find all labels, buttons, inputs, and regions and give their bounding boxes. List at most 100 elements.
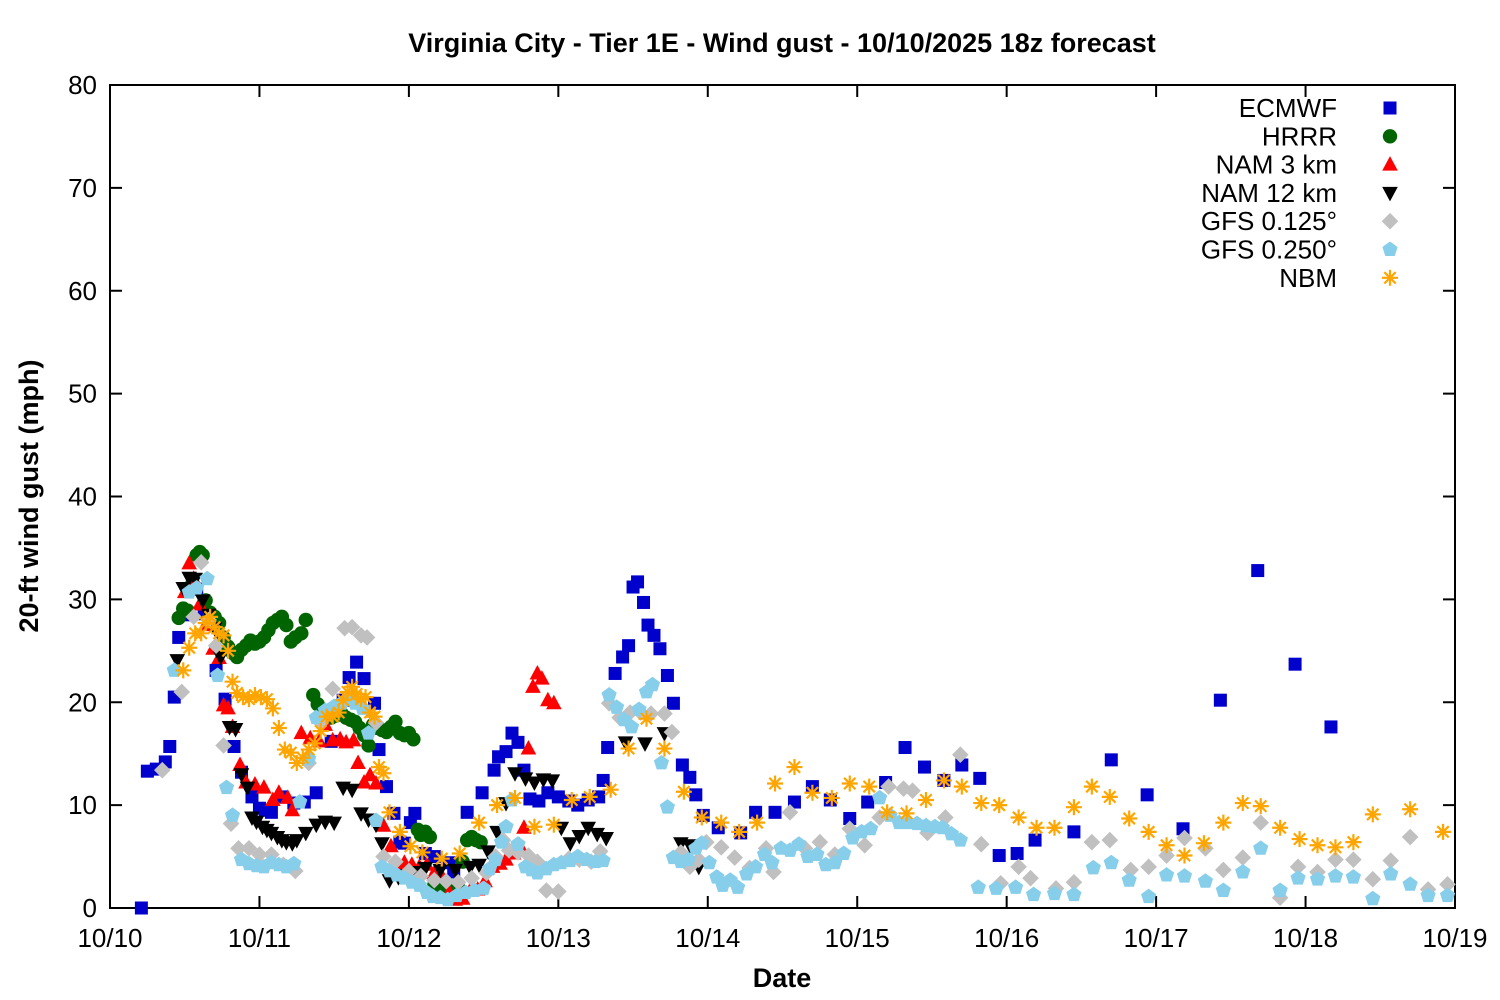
asterisk-stroke bbox=[359, 690, 373, 704]
asterisk-stroke bbox=[937, 773, 951, 787]
data-point bbox=[1083, 778, 1100, 795]
x-tick-label: 10/16 bbox=[974, 923, 1039, 953]
data-point bbox=[1008, 879, 1024, 894]
data-point bbox=[551, 790, 565, 804]
data-point bbox=[286, 855, 302, 871]
y-tick-label: 60 bbox=[68, 276, 97, 306]
asterisk-stroke bbox=[272, 721, 286, 735]
data-point bbox=[1290, 870, 1306, 885]
data-point bbox=[616, 650, 630, 664]
data-point bbox=[154, 761, 171, 779]
y-tick-label: 80 bbox=[68, 70, 97, 100]
data-point bbox=[786, 759, 803, 776]
chart-title: Virginia City - Tier 1E - Wind gust - 10… bbox=[408, 28, 1156, 58]
data-point bbox=[1235, 863, 1251, 879]
data-point bbox=[526, 776, 543, 791]
asterisk-stroke bbox=[248, 688, 262, 702]
data-point bbox=[592, 790, 606, 804]
asterisk-stroke bbox=[236, 690, 250, 704]
data-point bbox=[1158, 847, 1175, 864]
asterisk-stroke bbox=[527, 820, 541, 834]
asterisk-stroke bbox=[368, 710, 381, 724]
data-point bbox=[1234, 795, 1251, 812]
data-point bbox=[1010, 809, 1027, 826]
asterisk-stroke bbox=[787, 760, 801, 774]
data-point bbox=[487, 763, 501, 777]
data-point bbox=[134, 901, 148, 915]
data-point bbox=[187, 572, 203, 588]
asterisk-stroke bbox=[415, 845, 429, 859]
data-point bbox=[841, 775, 858, 792]
data-point bbox=[422, 829, 438, 845]
data-point bbox=[475, 786, 489, 800]
data-point bbox=[620, 740, 637, 757]
x-tick-label: 10/17 bbox=[1124, 923, 1189, 953]
data-point bbox=[972, 835, 990, 853]
data-point bbox=[1158, 867, 1175, 882]
data-point bbox=[1309, 871, 1326, 886]
data-point bbox=[1272, 882, 1288, 897]
data-point bbox=[437, 872, 455, 890]
data-point bbox=[1215, 861, 1232, 879]
asterisk-stroke bbox=[1273, 821, 1287, 835]
data-point bbox=[357, 672, 371, 686]
asterisk-stroke bbox=[203, 610, 217, 624]
data-point bbox=[546, 694, 562, 710]
data-point bbox=[992, 849, 1006, 863]
data-point bbox=[601, 687, 617, 702]
data-point bbox=[637, 737, 653, 752]
data-point bbox=[1382, 156, 1398, 171]
series-gfs-0-250- bbox=[166, 570, 1456, 907]
data-point bbox=[1364, 870, 1382, 888]
data-point bbox=[1364, 806, 1381, 823]
data-point bbox=[1010, 858, 1027, 876]
data-point bbox=[388, 714, 403, 729]
data-point bbox=[1345, 834, 1362, 851]
data-point bbox=[1309, 837, 1326, 854]
data-point bbox=[1327, 868, 1344, 883]
legend-label: NAM 12 km bbox=[1201, 178, 1337, 208]
data-point bbox=[823, 789, 840, 806]
data-point bbox=[675, 783, 692, 800]
data-point bbox=[192, 554, 210, 571]
data-point bbox=[471, 814, 488, 831]
x-tick-label: 10/12 bbox=[376, 923, 441, 953]
data-point bbox=[730, 879, 746, 894]
data-point bbox=[534, 670, 550, 685]
data-point bbox=[1402, 801, 1419, 818]
data-point bbox=[609, 699, 625, 714]
asterisk-stroke bbox=[508, 791, 522, 805]
data-point bbox=[1104, 753, 1118, 767]
data-point bbox=[571, 829, 588, 845]
data-point bbox=[1141, 888, 1157, 904]
legend-label: GFS 0.250° bbox=[1201, 235, 1337, 265]
data-point bbox=[1383, 866, 1399, 881]
data-point bbox=[172, 630, 186, 644]
data-point bbox=[595, 852, 611, 868]
data-point bbox=[227, 722, 244, 738]
data-point bbox=[280, 789, 296, 804]
data-point bbox=[622, 639, 636, 653]
data-point bbox=[1382, 129, 1398, 144]
data-point bbox=[517, 772, 534, 787]
data-point bbox=[412, 867, 430, 885]
data-point bbox=[581, 788, 598, 805]
asterisk-stroke bbox=[825, 791, 839, 805]
data-point bbox=[1121, 872, 1137, 887]
data-point bbox=[1252, 798, 1269, 815]
data-point bbox=[631, 575, 645, 589]
data-point bbox=[181, 639, 198, 656]
asterisk-stroke bbox=[695, 810, 709, 824]
data-point bbox=[506, 789, 523, 806]
y-tick-label: 0 bbox=[83, 893, 97, 923]
asterisk-stroke bbox=[900, 806, 914, 820]
asterisk-stroke bbox=[604, 783, 618, 797]
data-point bbox=[379, 780, 393, 794]
asterisk-stroke bbox=[1383, 271, 1397, 285]
asterisk-stroke bbox=[472, 816, 486, 830]
data-point bbox=[641, 618, 655, 632]
data-point bbox=[381, 804, 398, 821]
data-point bbox=[1010, 846, 1024, 860]
data-point bbox=[324, 680, 341, 698]
